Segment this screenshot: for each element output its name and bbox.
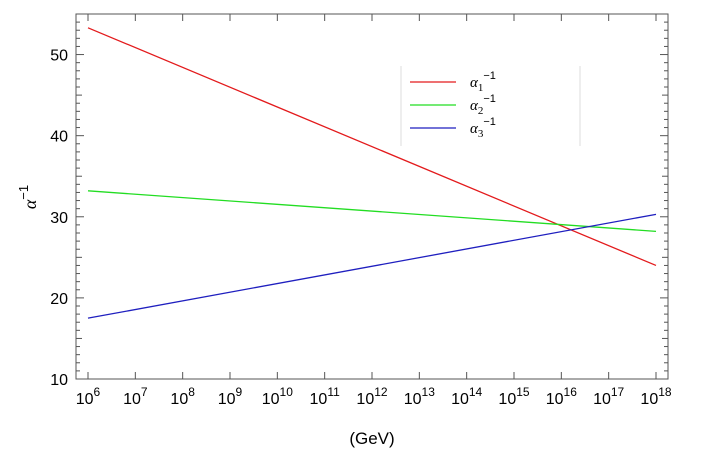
y-tick-label: 40	[50, 129, 68, 146]
y-tick-label: 20	[50, 291, 68, 308]
x-tick-labels: 106 107 108 109 1010 1011 1012 1013 1014 1015 1016…	[76, 385, 672, 408]
x-tick-label: 1014	[451, 385, 482, 408]
x-tick-label: 106	[76, 385, 101, 408]
legend-label-alpha1: α1−1	[470, 70, 496, 94]
x-tick-label: 108	[170, 385, 195, 408]
x-axis-title: (GeV)	[349, 429, 394, 448]
y-tick-label: 10	[50, 372, 68, 389]
x-tick-label: 1010	[262, 385, 293, 408]
x-tick-label: 1011	[310, 385, 341, 408]
y-tick-labels: 10 20 30 40 50	[50, 48, 68, 389]
y-tick-label: 30	[50, 210, 68, 227]
y-tick-label: 50	[50, 48, 68, 65]
series-line-alpha1	[87, 27, 657, 267]
y-axis-symbol: α	[20, 199, 40, 209]
x-tick-label: 1012	[356, 385, 387, 408]
y-axis-title: α−1	[16, 185, 40, 209]
axis-ticks	[76, 13, 668, 380]
series-lines	[87, 27, 657, 319]
x-tick-label: 107	[123, 385, 148, 408]
series-line-alpha2	[87, 190, 657, 233]
legend-label-alpha3: α3−1	[470, 116, 496, 140]
y-axis-exponent: −1	[16, 185, 31, 200]
x-tick-label: 1015	[498, 385, 529, 408]
x-tick-label: 1013	[404, 385, 435, 408]
legend-label-alpha2: α2−1	[470, 93, 496, 117]
legend: α1−1α2−1α3−1	[400, 66, 581, 146]
x-tick-label: 1016	[546, 385, 577, 408]
x-tick-label: 109	[218, 385, 243, 408]
x-tick-label: 1018	[640, 385, 671, 408]
svg-text:α−1: α−1	[16, 185, 40, 209]
x-tick-label: 1017	[593, 385, 624, 408]
series-line-alpha3	[87, 213, 657, 319]
